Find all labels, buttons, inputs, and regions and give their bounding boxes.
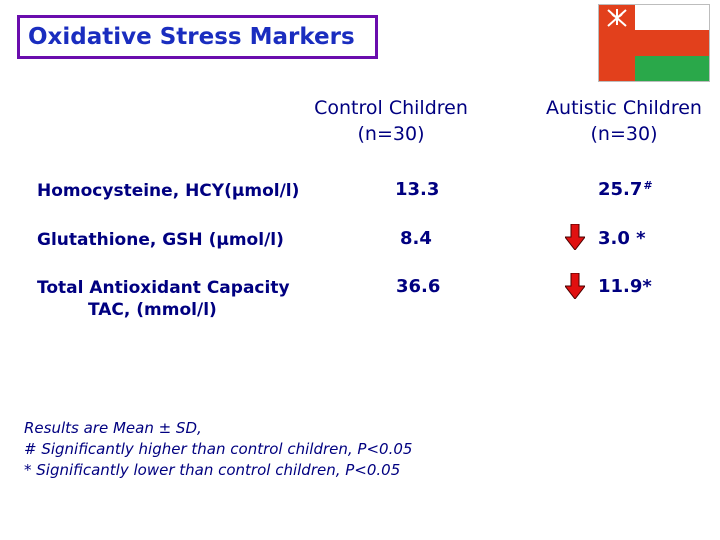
page-title: Oxidative Stress Markers: [28, 24, 355, 50]
column-header-control: Control Children (n=30): [300, 95, 482, 147]
row-label-tac-line2: TAC, (mmol/l): [88, 300, 217, 320]
flag-graphic: [599, 5, 709, 81]
value-control-gsh: 8.4: [400, 228, 432, 249]
row-label-hcy: Homocysteine, HCY(µmol/l): [37, 180, 299, 202]
value-autistic-gsh: 3.0 *: [598, 228, 646, 249]
footnote-lower: * Significantly lower than control child…: [24, 461, 401, 479]
value-control-tac: 36.6: [396, 276, 441, 297]
value-autistic-hcy-number: 25.7: [598, 179, 643, 200]
row-label-tac-line1: Total Antioxidant Capacity: [37, 278, 290, 298]
footnotes: Results are Mean ± SD, # Significantly h…: [24, 418, 412, 481]
row-label-gsh-text: Glutathione, GSH (µmol/l): [37, 230, 284, 250]
value-control-hcy: 13.3: [395, 179, 440, 200]
row-label-tac: Total Antioxidant Capacity TAC, (mmol/l): [37, 277, 290, 321]
row-label-hcy-text: Homocysteine, HCY(µmol/l): [37, 181, 300, 201]
column-header-autistic: Autistic Children (n=30): [526, 95, 720, 147]
footnote-mean-sd: Results are Mean ± SD,: [24, 419, 202, 437]
down-arrow-icon: [565, 224, 585, 250]
column-header-autistic-line1: Autistic Children: [546, 97, 702, 119]
down-arrow-icon: [565, 273, 585, 299]
column-header-control-line2: (n=30): [357, 123, 425, 145]
emblem-icon: [607, 9, 627, 27]
value-autistic-tac: 11.9*: [598, 276, 652, 297]
value-autistic-hcy: 25.7#: [598, 179, 653, 200]
oman-flag-icon: [598, 4, 710, 82]
row-label-gsh: Glutathione, GSH (µmol/l): [37, 229, 284, 251]
footnote-higher: # Significantly higher than control chil…: [24, 440, 413, 458]
higher-marker: #: [643, 179, 653, 192]
column-header-control-line1: Control Children: [314, 97, 468, 119]
title-box: Oxidative Stress Markers: [17, 15, 378, 59]
column-header-autistic-line2: (n=30): [590, 123, 658, 145]
